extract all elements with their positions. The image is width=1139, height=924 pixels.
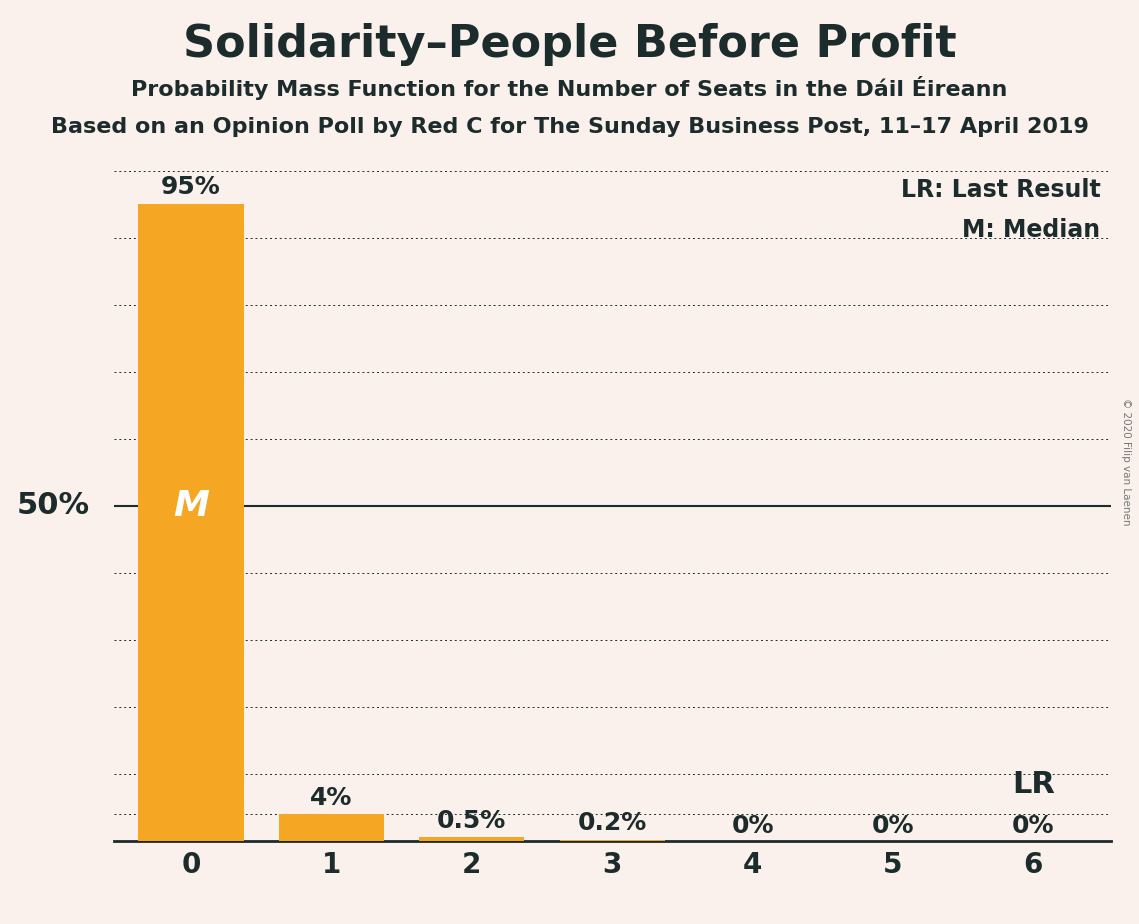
Text: 4%: 4% (310, 786, 353, 810)
Bar (419, 837, 524, 841)
Text: Solidarity–People Before Profit: Solidarity–People Before Profit (182, 23, 957, 67)
Text: 0%: 0% (731, 814, 773, 838)
Text: 0.5%: 0.5% (437, 809, 507, 833)
Text: LR: LR (1011, 771, 1055, 799)
Text: 50%: 50% (17, 492, 90, 520)
Text: Probability Mass Function for the Number of Seats in the Dáil Éireann: Probability Mass Function for the Number… (131, 76, 1008, 100)
Bar (139, 204, 244, 841)
Text: M: M (173, 489, 210, 523)
Text: LR: Last Result: LR: Last Result (901, 177, 1100, 201)
Text: 0%: 0% (871, 814, 915, 838)
Text: M: Median: M: Median (962, 218, 1100, 242)
Text: Based on an Opinion Poll by Red C for The Sunday Business Post, 11–17 April 2019: Based on an Opinion Poll by Red C for Th… (50, 117, 1089, 138)
Text: 95%: 95% (162, 175, 221, 199)
Text: 0%: 0% (1013, 814, 1055, 838)
Bar (279, 814, 384, 841)
Text: 0.2%: 0.2% (577, 811, 647, 835)
Text: © 2020 Filip van Laenen: © 2020 Filip van Laenen (1121, 398, 1131, 526)
Bar (559, 840, 665, 841)
